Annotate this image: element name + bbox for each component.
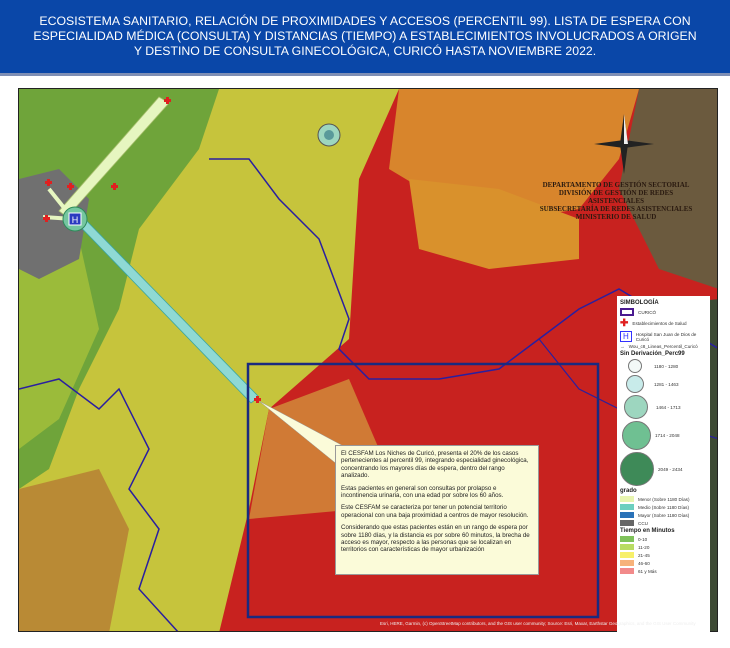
size-circle-icon [624, 395, 648, 419]
legend-subtitle: Sin Derivación_Perc99 [620, 351, 685, 357]
hospital-icon[interactable] [68, 212, 82, 226]
title-line: ECOSISTEMA SANITARIO, RELACIÓN DE PROXIM… [39, 14, 691, 28]
legend-item: Medio (Sobre 1180 Días) [620, 504, 707, 510]
legend-item: 1180 - 1280 [628, 359, 707, 373]
legend-title: SIMBOLOGÍA [620, 300, 659, 306]
size-circle-icon [626, 375, 644, 393]
boundary-icon [620, 308, 634, 316]
legend-item: CCU [620, 520, 707, 526]
institution-label: DEPARTAMENTO DE GESTIÓN SECTORIAL DIVISIÓ… [539, 181, 693, 221]
map-title: ECOSISTEMA SANITARIO, RELACIÓN DE PROXIM… [0, 0, 730, 76]
legend-item: Mayor (Sobre 1180 Días) [620, 512, 707, 518]
legend-item: 46-60 [620, 560, 707, 566]
legend-item: 11-20 [620, 544, 707, 550]
health-facility-icons[interactable] [43, 97, 261, 403]
green-zone [19, 239, 99, 449]
callout-box: El CESFAM Los Niches de Curicó, presenta… [335, 445, 539, 575]
size-circle-icon [622, 421, 651, 450]
orange-zone [19, 469, 129, 631]
forest-zone [619, 89, 717, 289]
boundary-line [19, 378, 179, 631]
legend-subtitle: Tiempo en Minutos [620, 528, 675, 534]
legend-item: Menor (Sobre 1180 Días) [620, 496, 707, 502]
boundary-line [209, 158, 717, 380]
legend-item: 1714 - 2048 [622, 421, 707, 450]
size-circle-icon [628, 359, 642, 373]
title-line: ESPECIALIDAD MÉDICA (CONSULTA) Y DISTANC… [33, 29, 697, 43]
legend-item: 2049 - 2434 [620, 452, 707, 486]
callout-text: Considerando que estas pacientes están e… [341, 524, 530, 554]
callout-text: El CESFAM Los Niches de Curicó, presenta… [341, 450, 529, 480]
size-circle-icon [620, 452, 654, 486]
north-arrow-icon [594, 114, 654, 174]
legend-item: → Wou_c8_Lineas_Percentil_Curicó [620, 344, 698, 349]
orange-zone [409, 179, 579, 269]
legend: SIMBOLOGÍA CURICÓ ✚ Establecimientos de S… [617, 296, 710, 632]
legend-item: H Hospital San Juan de Dios de Curicó [620, 331, 707, 342]
focus-area-box [246, 362, 600, 619]
legend-item: 21-45 [620, 552, 707, 558]
hospital-icon: H [620, 331, 632, 342]
legend-subtitle: grado [620, 488, 637, 494]
callout-text: Este CESFAM se caracteriza por tener un … [341, 504, 529, 519]
callout-text: Estas pacientes en general son consultas… [341, 484, 504, 500]
legend-item: CURICÓ [620, 308, 707, 316]
title-line: Y DESTINO DE CONSULTA GINECOLÓGICA, CURI… [133, 44, 597, 58]
legend-item: 61 y Más [620, 568, 707, 574]
wait-circle-center [324, 130, 334, 140]
hospital-icon-letter: H [72, 215, 79, 225]
legend-item: 0-10 [620, 536, 707, 542]
red-cross-icon: ✚ [620, 318, 629, 329]
legend-item: ✚ Establecimientos de Salud [620, 318, 687, 329]
line-icon: → [620, 344, 625, 349]
legend-item: 1464 - 1713 [624, 395, 707, 419]
legend-item: 1281 - 1463 [626, 375, 707, 393]
map-attribution: Esri, HERE, Garmin, (c) OpenStreetMap co… [380, 621, 696, 626]
